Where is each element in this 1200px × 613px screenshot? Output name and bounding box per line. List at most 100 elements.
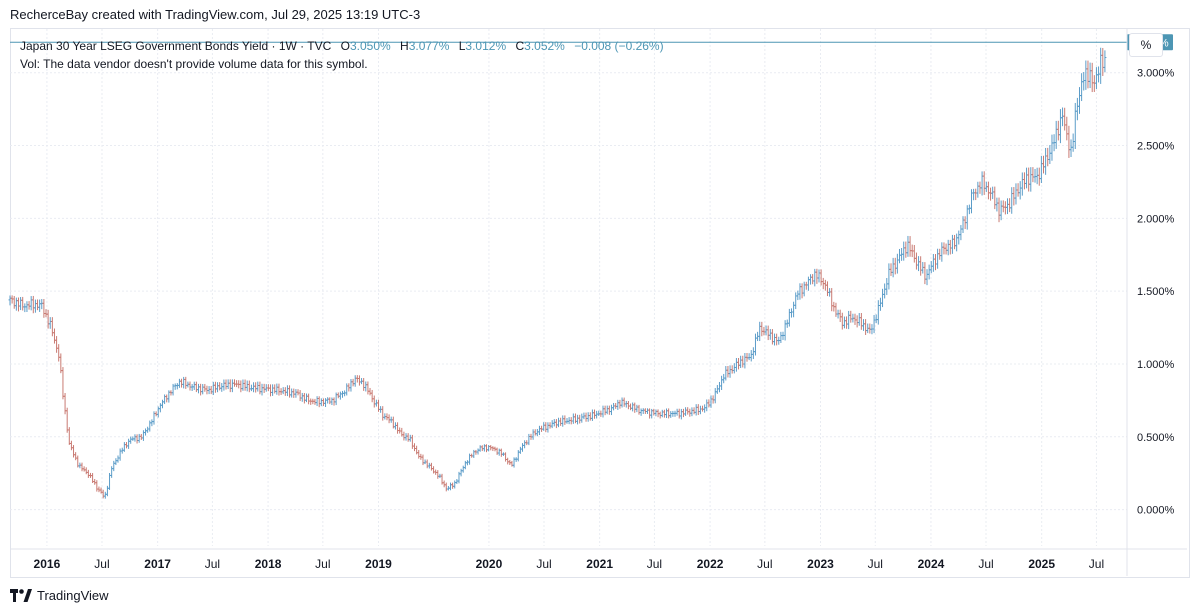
ohlc-bar	[307, 393, 311, 405]
x-tick-label: 2023	[807, 557, 834, 571]
ohlc-bar	[645, 408, 649, 414]
ohlc-bar	[472, 449, 476, 459]
ohlc-bar	[122, 442, 126, 452]
ohlc-bar	[300, 392, 304, 402]
ohlc-bar	[160, 399, 164, 409]
ohlc-bar	[605, 405, 609, 415]
close-label: C	[515, 39, 525, 53]
ohlc-bar	[273, 384, 277, 394]
ohlc-bar	[616, 399, 620, 410]
ohlc-bar	[864, 319, 868, 335]
ohlc-bar	[67, 427, 71, 445]
ohlc-bar	[720, 375, 724, 391]
ohlc-bar	[1029, 167, 1033, 192]
ohlc-bar	[626, 400, 630, 410]
ohlc-bar	[681, 408, 685, 418]
legend-ohlc-row[interactable]: Japan 30 Year LSEG Government Bonds Yiel…	[20, 37, 664, 55]
ohlc-bar	[749, 350, 753, 362]
ohlc-bar	[292, 388, 296, 398]
ohlc-bar	[381, 406, 385, 421]
ohlc-bar	[180, 378, 184, 388]
x-tick-label: 2017	[144, 557, 171, 571]
ohlc-bar	[485, 444, 489, 453]
ohlc-bar	[252, 382, 256, 393]
ohlc-bar	[25, 301, 29, 313]
ohlc-bar	[557, 417, 561, 428]
ohlc-bar	[249, 384, 253, 392]
ohlc-bar	[400, 427, 404, 437]
y-tick-label: 0.000%	[1137, 505, 1175, 517]
ohlc-bar	[976, 181, 980, 198]
ohlc-bar	[23, 303, 27, 313]
ohlc-bar	[1090, 62, 1094, 93]
ohlc-bar	[893, 257, 897, 275]
ohlc-bar	[690, 407, 694, 417]
price-bars	[8, 47, 1107, 499]
ohlc-bar	[950, 234, 954, 254]
ohlc-bar	[105, 485, 109, 497]
ohlc-bar	[317, 396, 321, 408]
open-value: 3.050%	[349, 39, 391, 53]
ohlc-bar	[42, 299, 46, 318]
symbol-description[interactable]: Japan 30 Year LSEG Government Bonds Yiel…	[20, 39, 332, 53]
ohlc-bar	[751, 347, 755, 360]
ohlc-bar	[175, 383, 179, 390]
open-label: O	[340, 39, 350, 53]
ohlc-bar	[857, 313, 861, 326]
ohlc-bar	[726, 366, 730, 378]
ohlc-bar	[804, 281, 808, 290]
ohlc-bar	[546, 422, 550, 433]
ohlc-bar	[849, 310, 853, 323]
ohlc-bar	[802, 281, 806, 297]
ohlc-bar	[340, 390, 344, 398]
ohlc-bar	[40, 299, 44, 310]
volume-note: Vol: The data vendor doesn't provide vol…	[20, 57, 368, 71]
low-label: L	[458, 39, 466, 53]
ohlc-bar	[766, 325, 770, 341]
ohlc-bar	[927, 264, 931, 280]
x-tick-label: Jul	[757, 557, 772, 571]
grid-layer	[10, 29, 1127, 546]
x-tick-label: Jul	[205, 557, 220, 571]
ohlc-bar	[792, 301, 796, 318]
ohlc-bar	[904, 241, 908, 258]
x-tick-label: 2021	[586, 557, 613, 571]
ohlc-bar	[923, 262, 927, 285]
ohlc-bar	[398, 427, 402, 434]
ohlc-bar	[885, 278, 889, 295]
ohlc-bar	[912, 245, 916, 263]
ohlc-bar	[406, 433, 410, 442]
ohlc-bar	[1071, 133, 1075, 152]
ohlc-bar	[861, 319, 865, 331]
ohlc-bar	[660, 409, 664, 418]
ohlc-bar	[402, 431, 406, 441]
footer-brand[interactable]: TradingView	[10, 588, 109, 603]
x-tick-label: 2025	[1028, 557, 1055, 571]
ohlc-bar	[787, 308, 791, 327]
ohlc-bar	[855, 315, 859, 328]
ohlc-bar	[624, 400, 628, 408]
ohlc-bar	[1048, 145, 1052, 165]
ohlc-bar	[1063, 107, 1067, 131]
ohlc-bar	[1101, 47, 1105, 77]
ohlc-bar	[705, 399, 709, 412]
ohlc-bar	[192, 381, 196, 390]
ohlc-bar	[1099, 47, 1103, 84]
ohlc-bar	[226, 379, 230, 390]
ohlc-bar	[618, 399, 622, 409]
ohlc-bar	[27, 301, 31, 310]
ohlc-bar	[1054, 120, 1058, 149]
ohlc-bar	[194, 381, 198, 393]
ohlc-bar	[504, 452, 508, 462]
ohlc-bar	[548, 422, 552, 429]
ohlc-bar	[571, 413, 575, 424]
ohlc-bar	[258, 381, 262, 395]
x-tick-label: 2018	[255, 557, 282, 571]
ohlc-bar	[1056, 120, 1060, 141]
percent-scale-button[interactable]: %	[1129, 33, 1163, 57]
ohlc-bar	[413, 443, 417, 452]
ohlc-bar	[247, 380, 251, 393]
ohlc-bar	[1078, 87, 1082, 114]
x-tick-label: Jul	[978, 557, 993, 571]
